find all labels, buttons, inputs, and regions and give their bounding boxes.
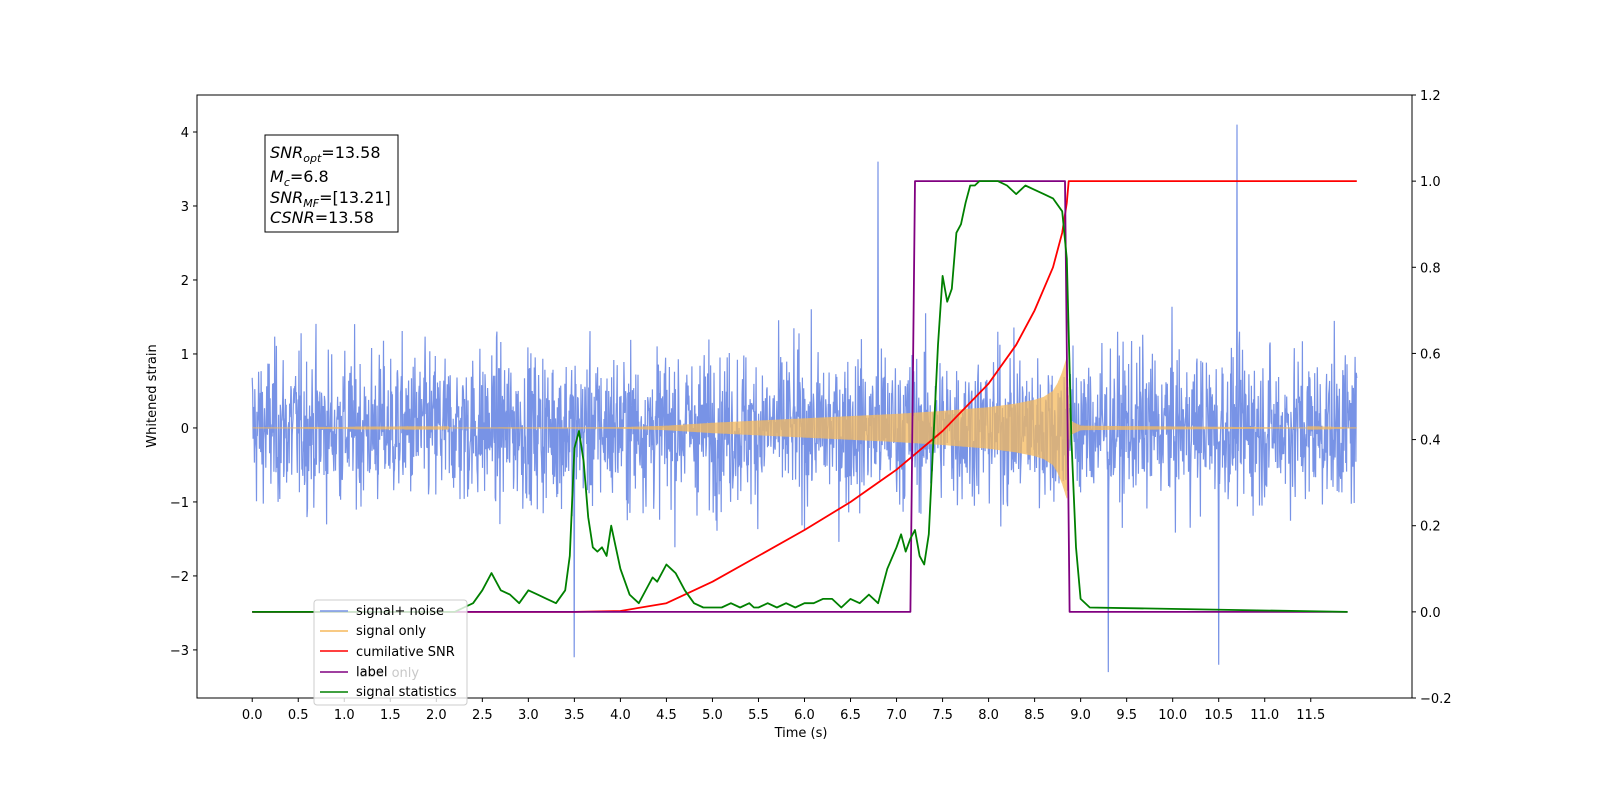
x-tick-label: 9.0 (1070, 708, 1091, 723)
x-tick-label: 1.0 (334, 708, 355, 723)
legend: label only signal+ noise signal only cum… (313, 599, 468, 706)
x-tick-label: 5.5 (748, 708, 769, 723)
y2-tick-label: −0.2 (1420, 692, 1452, 707)
x-tick-label: 11.5 (1296, 708, 1325, 723)
x-tick-label: 7.5 (932, 708, 953, 723)
x-tick-label: 8.5 (1024, 708, 1045, 723)
x-tick-label: 10.5 (1204, 708, 1233, 723)
x-axis: 0.0 0.5 1.0 1.5 2.0 2.5 3.0 3.5 4.0 4.5 5.0 5.5 6.0 6… (242, 698, 1325, 723)
x-tick-label: 1.5 (380, 708, 401, 723)
svg-text:signal statistics: signal statistics (356, 685, 457, 700)
y2-tick-label: 0.0 (1420, 606, 1441, 621)
annotation-mc: Mc=6.8 (270, 167, 329, 189)
x-tick-label: 10.0 (1158, 708, 1187, 723)
legend-item-signal-only: signal only (320, 624, 426, 639)
x-tick-label: 4.5 (656, 708, 677, 723)
annotation-csnr: CSNR=13.58 (270, 208, 374, 227)
y-axis-left: −3 −2 −1 0 1 2 3 4 (170, 126, 197, 659)
y-axis-right: −0.2 0.0 0.2 0.4 0.6 0.8 1.0 1.2 (1412, 89, 1452, 707)
y2-tick-label: 0.6 (1420, 347, 1441, 362)
series-cumulative-snr (252, 180, 1357, 613)
y-tick-label: 2 (181, 274, 189, 289)
x-tick-label: 4.0 (610, 708, 631, 723)
x-tick-label: 5.0 (702, 708, 723, 723)
y2-tick-label: 1.2 (1420, 89, 1441, 104)
y-tick-label: 0 (181, 422, 189, 437)
y2-tick-label: 0.2 (1420, 520, 1441, 535)
y-axis-label: Whitened strain (145, 344, 160, 447)
x-tick-label: 6.0 (794, 708, 815, 723)
legend-item-signal-noise: signal+ noise (320, 604, 444, 619)
legend-overlapped-text: label only (356, 666, 419, 681)
x-tick-label: 2.5 (472, 708, 493, 723)
svg-text:signal only: signal only (356, 624, 426, 639)
series-signal-noise (251, 124, 1358, 673)
x-tick-label: 0.0 (242, 708, 263, 723)
annotation-snr-mf: SNRMF=[13.21] (270, 188, 391, 210)
x-tick-label: 3.5 (564, 708, 585, 723)
y-tick-label: −3 (170, 644, 189, 659)
legend-item-cumulative-snr: cumilative SNR (320, 645, 455, 660)
legend-item-label: label (320, 665, 387, 680)
y-tick-label: −2 (170, 570, 189, 585)
x-tick-label: 0.5 (288, 708, 309, 723)
y-tick-label: 3 (181, 200, 189, 215)
y2-tick-label: 0.4 (1420, 434, 1441, 449)
x-tick-label: 6.5 (840, 708, 861, 723)
series-signal-only (252, 358, 1357, 499)
x-tick-label: 3.0 (518, 708, 539, 723)
y-tick-label: −1 (170, 496, 189, 511)
y2-tick-label: 0.8 (1420, 261, 1441, 276)
x-tick-label: 9.5 (1116, 708, 1137, 723)
svg-text:cumilative SNR: cumilative SNR (356, 645, 455, 660)
x-axis-label: Time (s) (774, 726, 828, 741)
svg-text:signal+ noise: signal+ noise (356, 604, 444, 619)
x-tick-label: 8.0 (978, 708, 999, 723)
annotation-box: SNRopt=13.58 Mc=6.8 SNRMF=[13.21] CSNR=1… (264, 134, 399, 233)
x-tick-label: 11.0 (1250, 708, 1279, 723)
y-tick-label: 4 (181, 126, 189, 141)
x-tick-label: 7.0 (886, 708, 907, 723)
y-tick-label: 1 (181, 348, 189, 363)
legend-item-signal-statistics: signal statistics (320, 685, 457, 700)
series-signal-statistics (252, 180, 1348, 613)
annotation-snr-opt: SNRopt=13.58 (270, 143, 381, 165)
y2-tick-label: 1.0 (1420, 175, 1441, 190)
plot-series (251, 124, 1358, 673)
svg-text:label: label (356, 665, 387, 680)
x-tick-label: 2.0 (426, 708, 447, 723)
